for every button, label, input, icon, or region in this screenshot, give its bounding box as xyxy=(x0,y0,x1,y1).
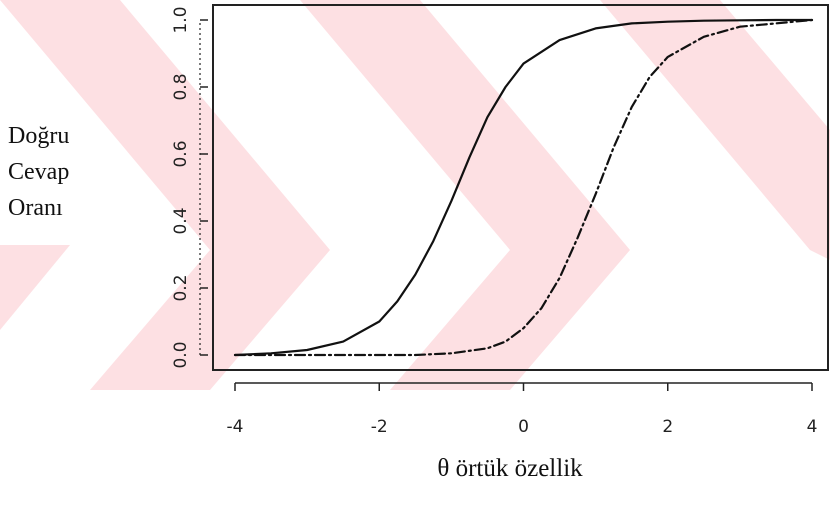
y-tick-label: 0.0 xyxy=(171,341,191,368)
y-axis-label-line-3: Oranı xyxy=(8,195,63,221)
x-tick-label: 4 xyxy=(807,417,818,437)
series-line-1 xyxy=(233,18,814,357)
y-tick-label: 0.8 xyxy=(171,73,191,100)
x-tick-label: -4 xyxy=(227,417,244,437)
x-tick-label: 0 xyxy=(518,417,529,437)
y-tick-label: 0.4 xyxy=(171,207,191,234)
x-axis-label: θ örtük özellik xyxy=(437,455,583,482)
y-axis-label-line-2: Cevap xyxy=(8,159,70,185)
axes: -4 -2 0 2 4 0.0 0.2 0.4 0.6 0.8 1.0 xyxy=(171,4,829,437)
plot-frame xyxy=(212,4,829,371)
y-tick-label: 1.0 xyxy=(171,6,191,33)
x-tick-label: 2 xyxy=(662,417,673,437)
series-group xyxy=(233,18,814,357)
y-tick-label: 0.2 xyxy=(171,274,191,301)
x-tick-label: -2 xyxy=(371,417,388,437)
series-line-2 xyxy=(233,18,814,357)
y-tick-label: 0.6 xyxy=(171,140,191,167)
y-axis-label-line-1: Doğru xyxy=(8,123,70,149)
